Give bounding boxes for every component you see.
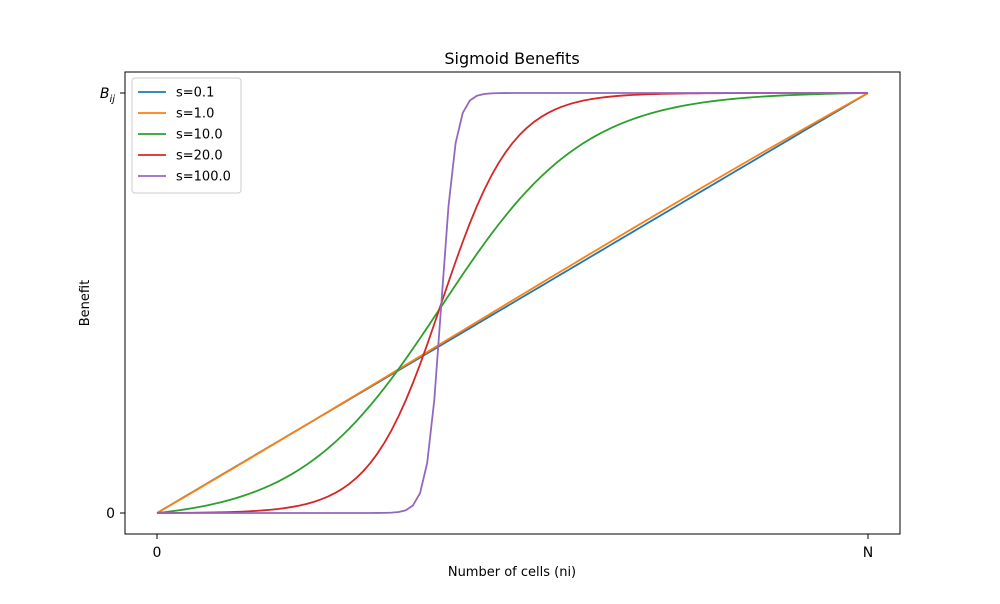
y-axis-label: Benefit [78, 280, 93, 326]
chart-title: Sigmoid Benefits [444, 49, 579, 68]
x-axis-label: Number of cells (ni) [448, 565, 576, 580]
y-axis-ticks: 0 Bij [100, 86, 125, 522]
x-tick-label-1: N [863, 545, 873, 561]
x-tick-label-0: 0 [153, 545, 162, 561]
series-lines [156, 92, 869, 514]
legend: s=0.1 s=1.0 s=10.0 s=20.0 s=100.0 [131, 77, 242, 194]
plot-frame [124, 71, 901, 535]
legend-label-3: s=20.0 [176, 149, 223, 164]
series-line-2 [156, 92, 869, 514]
legend-label-2: s=10.0 [176, 128, 223, 143]
legend-box [131, 77, 242, 194]
series-line-4 [157, 92, 868, 514]
y-tick-label-1: Bij [100, 86, 115, 105]
legend-label-1: s=1.0 [176, 107, 214, 122]
legend-label-4: s=100.0 [176, 170, 231, 185]
legend-label-0: s=0.1 [176, 86, 214, 101]
y-tick-label-0: 0 [106, 506, 115, 522]
series-line-1 [156, 92, 869, 514]
